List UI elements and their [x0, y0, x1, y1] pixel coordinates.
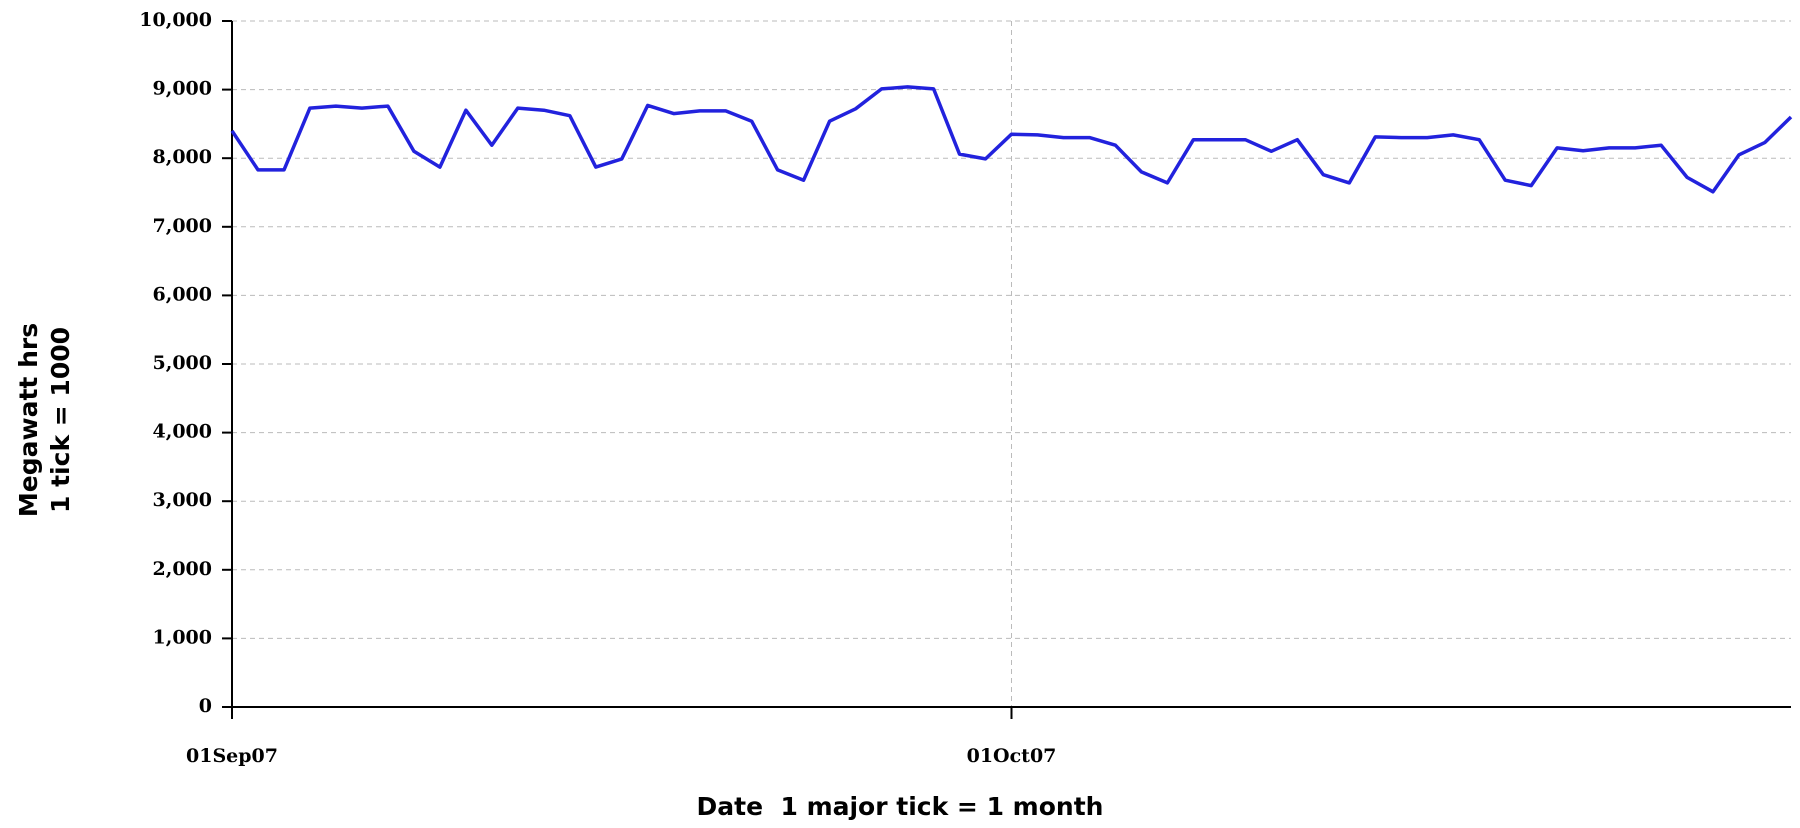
- y-tick-label: 9,000: [153, 78, 213, 100]
- y-tick-label: 0: [199, 695, 212, 717]
- y-tick-label: 3,000: [153, 489, 213, 511]
- y-tick-label: 5,000: [153, 352, 213, 374]
- y-axis-label: Megawatt hrs: [14, 323, 43, 517]
- x-tick-label: 01Sep07: [186, 745, 278, 767]
- x-axis-label: Date 1 major tick = 1 month: [697, 792, 1104, 821]
- y-axis-label: 1 tick = 1000: [46, 327, 75, 513]
- y-tick-label: 4,000: [153, 421, 213, 443]
- y-tick-label: 6,000: [153, 283, 213, 305]
- y-tick-label: 10,000: [139, 9, 212, 31]
- y-tick-label: 2,000: [153, 558, 213, 580]
- y-tick-label: 7,000: [153, 215, 213, 237]
- y-tick-label: 8,000: [153, 146, 213, 168]
- data-line: [230, 85, 1793, 194]
- y-tick-label: 1,000: [153, 626, 213, 648]
- x-tick-label: 01Oct07: [967, 745, 1057, 767]
